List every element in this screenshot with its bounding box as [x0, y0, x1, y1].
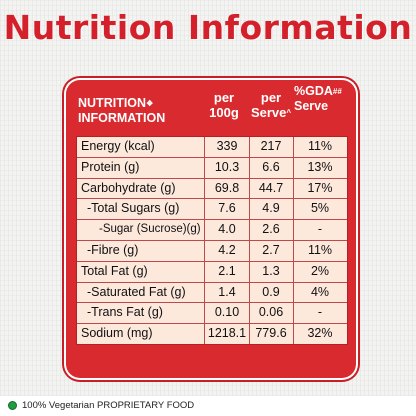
value-gda: 11% [307, 139, 333, 153]
table-row: -Total Sugars (g) 7.6 4.9 5% [77, 199, 347, 221]
value-gda: 2% [310, 263, 330, 278]
header-gda-sup: ## [332, 87, 342, 96]
value-per-100g: 7.6 [205, 199, 250, 220]
header-gda: %GDA## Serve [294, 84, 350, 114]
nutrient-name: -Trans Fat (g) [77, 303, 205, 324]
header-per100-line1: per [213, 90, 235, 105]
value-gda: 11% [307, 242, 333, 257]
nutrient-name: Protein (g) [77, 157, 205, 178]
value-per-serve: 6.6 [249, 157, 294, 178]
value-gda: 32% [307, 326, 333, 341]
nutrient-name: Total Fat (g) [77, 261, 205, 282]
value-per-100g: 69.8 [205, 178, 250, 199]
table-row: Energy (kcal) 339 217 11% [77, 137, 347, 158]
nutrient-name: Carbohydrate (g) [77, 178, 205, 199]
sparkle-icon: ❖ [146, 99, 154, 108]
table-row: -Fibre (g) 4.2 2.7 11% [77, 240, 347, 262]
value-gda: 5% [310, 201, 330, 216]
nutrient-name: -Saturated Fat (g) [77, 282, 205, 303]
header-label-line1: NUTRITION [78, 96, 147, 110]
header-perserve-line1: per [260, 90, 282, 105]
value-per-100g: 4.2 [205, 240, 250, 261]
nutrient-name: Energy (kcal) [77, 137, 205, 157]
header-per100-line2: 100g [209, 105, 239, 120]
value-per-serve: 0.9 [249, 282, 294, 303]
header-perserve-line2: Serve [250, 105, 287, 120]
value-per-100g: 339 [205, 137, 250, 157]
veg-dot-icon [8, 401, 17, 410]
value-gda: - [317, 222, 323, 237]
value-per-100g: 10.3 [205, 157, 250, 178]
nutrition-table-body: Energy (kcal) 339 217 11% Protein (g) 10.3 6.6… [76, 136, 348, 345]
header-per-100g: per 100g [202, 90, 246, 120]
nutrient-name: -Total Sugars (g) [77, 199, 205, 220]
table-row: Total Fat (g) 2.1 1.3 2% [77, 261, 347, 283]
value-per-serve: 2.6 [249, 220, 294, 240]
nutrient-name: -Sugar (Sucrose)(g) [77, 220, 205, 240]
value-per-serve: 2.7 [249, 240, 294, 261]
table-header: NUTRITION❖ INFORMATION per 100g per Serv… [66, 80, 356, 136]
table-row: Sodium (mg) 1218.1 779.6 32% [77, 324, 347, 344]
value-per-serve: 0.06 [249, 303, 294, 324]
value-per-serve: 779.6 [249, 324, 294, 344]
value-per-serve: 4.9 [249, 199, 294, 220]
value-per-serve: 1.3 [249, 261, 294, 282]
value-per-100g: 2.1 [205, 261, 250, 282]
value-per-100g: 4.0 [205, 220, 250, 240]
table-row: Carbohydrate (g) 69.8 44.7 17% [77, 178, 347, 200]
header-label-line2: INFORMATION [78, 111, 166, 125]
footer-bar: 100% Vegetarian PROPRIETARY FOOD [0, 396, 416, 416]
value-gda: 13% [307, 159, 333, 174]
value-per-100g: 1.4 [205, 282, 250, 303]
nutrient-name: -Fibre (g) [77, 240, 205, 261]
header-nutrition-information: NUTRITION❖ INFORMATION [78, 96, 188, 126]
footer-text: 100% Vegetarian PROPRIETARY FOOD [22, 400, 195, 411]
table-row: -Saturated Fat (g) 1.4 0.9 4% [77, 282, 347, 304]
header-gda-line1: %GDA [294, 84, 333, 98]
value-per-100g: 1218.1 [205, 324, 250, 344]
value-gda: 4% [310, 284, 330, 299]
header-perserve-sup: ^ [286, 108, 292, 117]
table-row: Protein (g) 10.3 6.6 13% [77, 157, 347, 179]
value-gda: 17% [307, 180, 333, 195]
nutrition-panel: NUTRITION❖ INFORMATION per 100g per Serv… [66, 80, 356, 378]
nutrient-name: Sodium (mg) [77, 324, 205, 344]
value-per-serve: 217 [249, 137, 294, 157]
value-per-serve: 44.7 [249, 178, 294, 199]
table-row: -Sugar (Sucrose)(g) 4.0 2.6 - [77, 220, 347, 241]
value-gda: - [317, 305, 323, 320]
header-per-serve: per Serve^ [246, 90, 296, 120]
value-per-100g: 0.10 [205, 303, 250, 324]
header-gda-line2: Serve [294, 99, 329, 113]
table-row: -Trans Fat (g) 0.10 0.06 - [77, 303, 347, 325]
page-title: Nutrition Information [3, 8, 413, 47]
